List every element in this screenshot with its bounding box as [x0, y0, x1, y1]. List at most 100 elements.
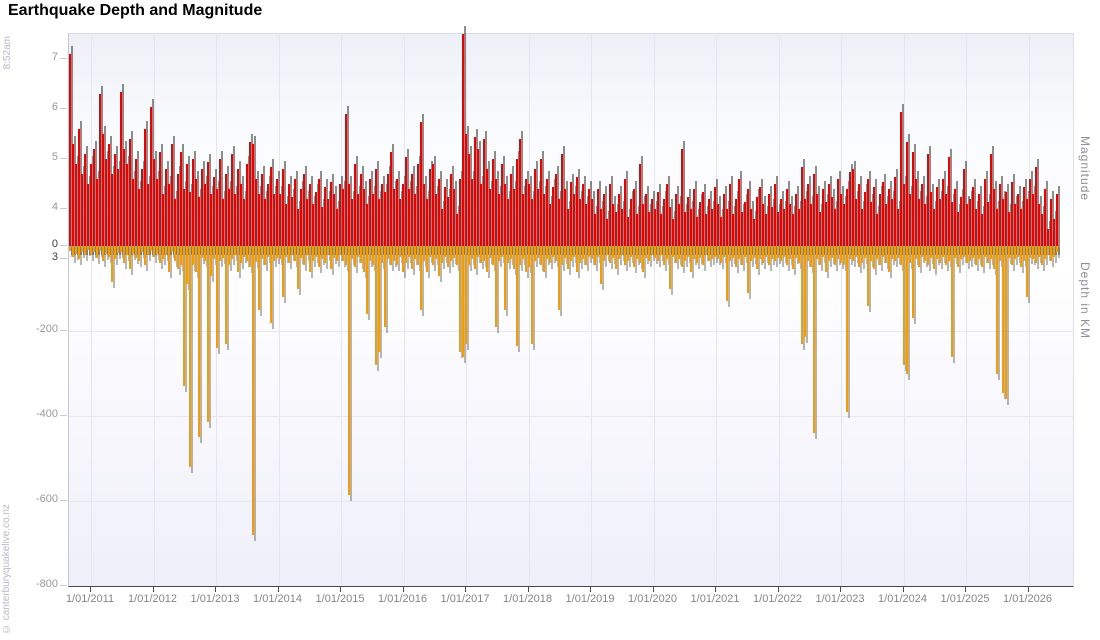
magnitude-bar-shadow	[1046, 181, 1048, 255]
depth-bar	[702, 246, 704, 266]
magnitude-bar	[105, 159, 107, 249]
depth-bar	[639, 246, 641, 263]
magnitude-bar	[1017, 194, 1019, 249]
magnitude-bar	[816, 194, 818, 249]
magnitude-bar	[210, 194, 212, 249]
depth-bar-shadow	[935, 248, 937, 276]
depth-bar-shadow	[1055, 248, 1057, 263]
depth-bar	[876, 246, 878, 259]
depth-bar-shadow	[1028, 248, 1030, 303]
depth-bar-shadow	[242, 248, 244, 269]
magnitude-bar	[132, 179, 134, 249]
depth-bar	[390, 246, 392, 266]
magnitude-bar	[219, 159, 221, 249]
magnitude-bar	[84, 154, 86, 249]
magnitude-bar	[786, 189, 788, 249]
depth-bar	[279, 246, 281, 259]
depth-bar-shadow	[587, 248, 589, 272]
depth-bar	[924, 246, 926, 261]
magnitude-bar	[498, 194, 500, 249]
depth-bar	[258, 246, 260, 310]
magnitude-bar	[384, 191, 386, 249]
depth-bar	[498, 246, 500, 261]
depth-bar-shadow	[440, 248, 442, 282]
depth-bar	[954, 246, 956, 258]
depth-bar	[435, 246, 437, 259]
depth-bar	[912, 246, 914, 319]
depth-bar-shadow	[749, 248, 751, 299]
y-axis-tick-mark	[60, 157, 67, 159]
magnitude-bar	[534, 169, 536, 249]
depth-bar	[222, 246, 224, 258]
depth-bar	[720, 246, 722, 263]
depth-bar-shadow	[743, 248, 745, 272]
depth-bar	[774, 246, 776, 261]
depth-bar	[906, 246, 908, 374]
depth-bar	[294, 246, 296, 261]
magnitude-bar	[423, 184, 425, 249]
magnitude-bar	[726, 209, 728, 249]
depth-bar	[156, 246, 158, 254]
depth-bar	[972, 246, 974, 258]
magnitude-bar	[930, 191, 932, 249]
magnitude-bar	[342, 189, 344, 249]
depth-bar	[186, 246, 188, 285]
magnitude-bar	[855, 199, 857, 249]
depth-bar	[468, 246, 470, 266]
magnitude-bar	[270, 166, 272, 249]
depth-bar	[1053, 246, 1055, 257]
depth-bar	[657, 246, 659, 261]
depth-bar-shadow	[764, 248, 766, 269]
depth-bar-shadow	[170, 248, 172, 278]
magnitude-bar	[387, 174, 389, 249]
magnitude-bar	[309, 184, 311, 249]
magnitude-bar	[1044, 189, 1046, 249]
depth-bar-shadow	[692, 248, 694, 278]
depth-bar	[840, 246, 842, 263]
x-axis-tick-mark	[715, 586, 716, 592]
depth-bar	[429, 246, 431, 257]
depth-bar	[345, 246, 347, 266]
depth-bar	[543, 246, 545, 272]
depth-bar	[1020, 246, 1022, 268]
depth-bar-shadow	[953, 248, 955, 363]
magnitude-bar	[129, 139, 131, 249]
x-axis-tick-mark	[152, 586, 154, 592]
magnitude-bar	[864, 191, 866, 249]
x-axis-tick-mark	[777, 586, 779, 592]
magnitude-bar	[807, 184, 809, 249]
depth-bar	[252, 246, 254, 535]
magnitude-bar-shadow	[626, 171, 628, 255]
gridline-vertical	[841, 34, 842, 586]
magnitude-bar-shadow	[902, 103, 904, 255]
depth-bar	[672, 246, 674, 257]
depth-bar-shadow	[737, 248, 739, 274]
depth-bar	[837, 246, 839, 259]
depth-bar	[723, 246, 725, 257]
depth-bar	[405, 246, 407, 263]
depth-bar-shadow	[836, 248, 838, 272]
depth-bar	[783, 246, 785, 257]
magnitude-bar	[774, 184, 776, 249]
magnitude-bar	[645, 194, 647, 249]
magnitude-bar	[336, 209, 338, 249]
magnitude-bar	[1053, 219, 1055, 249]
magnitude-bar	[156, 179, 158, 249]
magnitude-bar	[282, 169, 284, 249]
magnitude-bar	[798, 209, 800, 249]
depth-bar-shadow	[218, 248, 220, 354]
gridline-vertical	[778, 34, 780, 586]
depth-bar	[393, 246, 395, 261]
depth-bar	[963, 246, 965, 257]
magnitude-bar	[561, 154, 563, 249]
magnitude-bar	[372, 194, 374, 249]
depth-bar	[231, 246, 233, 259]
magnitude-bar	[933, 209, 935, 249]
x-axis-tick-label: 1/01/2013	[190, 593, 240, 605]
magnitude-bar	[909, 194, 911, 249]
depth-bar	[420, 246, 422, 310]
depth-bar	[111, 246, 113, 283]
x-axis-tick-label: 1/01/2024	[878, 593, 927, 605]
magnitude-bar	[480, 184, 482, 249]
depth-bar-shadow	[92, 248, 94, 261]
